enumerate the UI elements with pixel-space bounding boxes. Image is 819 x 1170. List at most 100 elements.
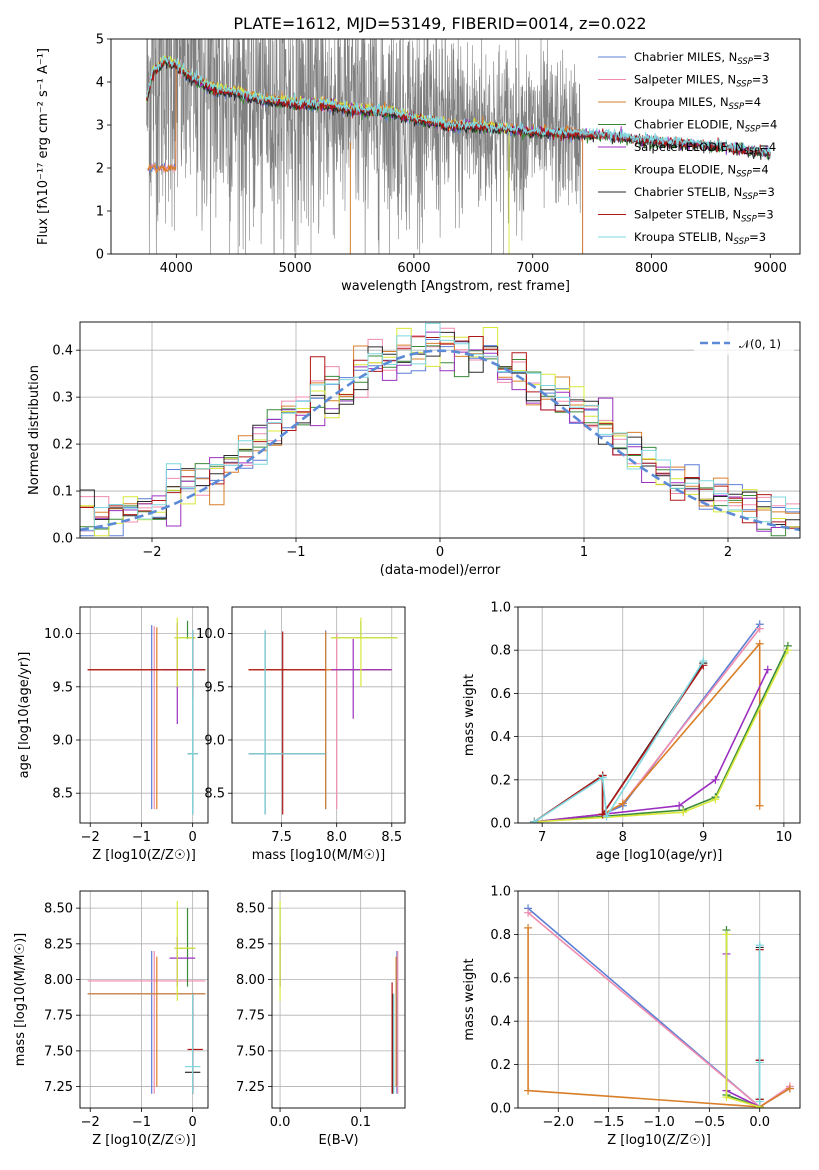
y-tick-label: 7.25 — [236, 1080, 265, 1095]
x-tick-label: 9000 — [754, 261, 787, 276]
y-tick-label: 0.0 — [490, 1102, 511, 1117]
y-tick-label: 0.8 — [490, 644, 511, 659]
y-tick-label: 7.50 — [44, 1044, 73, 1059]
y-tick-label: 0 — [96, 248, 104, 263]
y-axis-label: mass weight — [462, 674, 477, 756]
x-tick-label: 0.1 — [350, 1115, 371, 1130]
axes-frame — [110, 38, 801, 255]
legend-label: Kroupa MILES, NSSP=4 — [634, 95, 761, 112]
plot-area-weight_vs_age — [530, 620, 792, 823]
weight-point-kroupa-stelib — [699, 657, 708, 665]
y-tick-label: 8.00 — [44, 973, 73, 988]
y-tick-label: 7.75 — [44, 1009, 73, 1024]
weight-point-kroupa-stelib — [598, 773, 607, 782]
x-tick-label: 8 — [619, 830, 627, 845]
x-tick-label: −1.0 — [643, 1115, 675, 1130]
y-tick-label: 9.5 — [204, 680, 225, 695]
axes-frame — [79, 890, 209, 1109]
y-tick-label: 0.0 — [490, 817, 511, 832]
y-tick-label: 7.75 — [236, 1009, 265, 1024]
y-axis-label: age [log10(age/yr)] — [17, 652, 32, 779]
x-tick-label: 9 — [699, 830, 707, 845]
x-tick-label: 7 — [538, 830, 546, 845]
x-tick-label: 7000 — [516, 261, 549, 276]
x-tick-label: 0.0 — [749, 1115, 770, 1130]
y-tick-label: 8.25 — [236, 937, 265, 952]
y-tick-label: 10.0 — [196, 627, 225, 642]
plot-area-age_vs_Z — [87, 617, 206, 815]
legend-label: Chabrier STELIB, NSSP=3 — [634, 185, 775, 202]
y-axis-label: Flux [fλ10⁻¹⁷ erg cm⁻² s⁻¹ A⁻¹] — [36, 48, 51, 245]
legend-label: Salpeter ELODIE, NSSP=4 — [634, 140, 776, 157]
y-tick-label: 0.1 — [52, 485, 73, 500]
y-tick-label: 0.2 — [490, 1058, 511, 1073]
x-tick-label: 0 — [188, 1115, 196, 1130]
panel-mass_vs_Z: −2 −1 0 7.25 7.50 7.75 8.00 8.25 8.50 Z [log10(Z/… — [13, 890, 209, 1148]
plot-area-age_vs_mass — [248, 617, 398, 815]
model-line-kroupa-stelib — [146, 55, 771, 157]
x-tick-label: −1 — [132, 1115, 151, 1130]
x-axis-label: Z [log10(Z/Z☉)] — [607, 1133, 711, 1148]
weight-point-salpeter-elodie — [675, 801, 684, 810]
plot-area-weight_vs_Z — [524, 904, 794, 1108]
x-axis-label: wavelength [Angstrom, rest frame] — [341, 279, 570, 294]
y-tick-label: 3 — [96, 119, 104, 134]
weight-point-kroupa-stelib — [755, 1097, 764, 1106]
y-tick-label: 0.2 — [52, 438, 73, 453]
figure-title: PLATE=1612, MJD=53149, FIBERID=0014, z=0… — [233, 14, 646, 33]
legend-label: Chabrier ELODIE, NSSP=4 — [634, 118, 777, 135]
axes-frame — [231, 606, 406, 824]
weight-point-kroupa-miles — [618, 799, 627, 808]
y-tick-label: 0.8 — [490, 928, 511, 943]
x-axis-label: Z [log10(Z/Z☉)] — [92, 1133, 196, 1148]
x-tick-label: 2 — [724, 545, 732, 560]
legend: Chabrier MILES, NSSP=3 Salpeter MILES, NS… — [598, 50, 777, 247]
panel-age_vs_mass: 7.5 8.0 8.5 8.5 9.0 9.5 10.0 mass [log10(M/M☉)] — [196, 606, 406, 863]
x-axis-label: age [log10(age/yr)] — [596, 848, 723, 863]
weight-point-kroupa-miles — [785, 1084, 794, 1093]
weight-point-kroupa-stelib — [530, 817, 539, 823]
legend-label: 𝒩(0, 1) — [739, 337, 781, 351]
axes-frame — [517, 606, 801, 824]
weight-point-salpeter-stelib — [598, 810, 607, 819]
y-tick-label: 0.3 — [52, 391, 73, 406]
plot-area-spectrum — [146, 39, 771, 254]
x-axis-label: (data-model)/error — [380, 563, 501, 578]
x-tick-label: −2 — [81, 1115, 100, 1130]
weight-point-kroupa-stelib — [755, 1058, 764, 1067]
x-tick-label: −2 — [81, 830, 100, 845]
normal-curve — [80, 349, 800, 532]
weight-point-kroupa-miles — [755, 639, 764, 648]
weight-point-kroupa-elodie — [722, 930, 731, 939]
weight-point-kroupa-elodie — [679, 808, 688, 817]
weight-point-kroupa-miles — [524, 923, 533, 932]
x-tick-label: −1.5 — [593, 1115, 625, 1130]
y-tick-label: 9.5 — [52, 680, 73, 695]
panel-residuals: −2 −1 0 1 2 0.0 0.1 0.2 0.3 0.4 𝒩(0, 1) (data-model… — [27, 321, 801, 578]
weight-line-kroupa-miles — [527, 927, 791, 1108]
x-tick-label: 10 — [776, 830, 793, 845]
y-tick-label: 0.6 — [490, 971, 511, 986]
x-tick-label: 4000 — [160, 261, 193, 276]
y-tick-label: 9.0 — [204, 734, 225, 749]
plot-area-mass_vs_Z — [87, 900, 206, 1094]
weight-point-kroupa-elodie — [783, 646, 792, 655]
y-tick-label: 0.2 — [490, 773, 511, 788]
legend-label: Kroupa STELIB, NSSP=3 — [634, 230, 766, 247]
y-tick-label: 7.25 — [44, 1080, 73, 1095]
y-tick-label: 8.50 — [44, 902, 73, 917]
y-tick-label: 10.0 — [44, 627, 73, 642]
panel-spectrum: 4000 5000 6000 7000 8000 9000 0 1 2 3 4 5 wavelength… — [36, 33, 801, 294]
y-tick-label: 1 — [96, 205, 104, 220]
y-tick-label: 0.6 — [490, 687, 511, 702]
x-axis-label: Z [log10(Z/Z☉)] — [92, 848, 196, 863]
y-tick-label: 7.50 — [236, 1044, 265, 1059]
x-tick-label: 8000 — [635, 261, 668, 276]
panel-mass_vs_ebv: 0.0 0.1 7.25 7.50 7.75 8.00 8.25 8.50 E(B-V) — [236, 890, 406, 1148]
panel-weight_vs_Z: −2.0 −1.5 −1.0 −0.5 0.0 0.0 0.2 0.4 0.6 0.8 1.0 Z [… — [462, 885, 801, 1148]
legend-label: Kroupa ELODIE, NSSP=4 — [634, 163, 769, 180]
weight-line-kroupa-elodie — [725, 934, 760, 1108]
y-axis-label: mass weight — [462, 958, 477, 1040]
y-axis-label: mass [log10(M/M☉)] — [13, 933, 28, 1066]
weight-line-chabrier-elodie — [725, 930, 760, 1108]
